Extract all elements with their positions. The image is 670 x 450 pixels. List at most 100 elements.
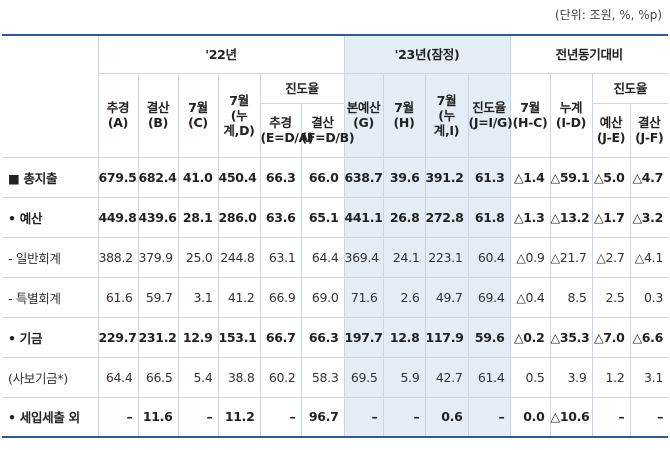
- table-cell: 12.9: [177, 316, 219, 358]
- table-cell: 59.6: [467, 316, 511, 358]
- table-cell: △3.2: [629, 196, 669, 238]
- table-cell: 8.5: [549, 276, 593, 318]
- col-c: 7월 (C): [177, 72, 219, 158]
- table-cell: △2.7: [591, 236, 631, 278]
- table-cell: 25.0: [177, 236, 219, 278]
- table-cell: △0.2: [509, 316, 551, 358]
- table-cell: 223.1: [424, 236, 469, 278]
- table-cell: 24.1: [382, 236, 426, 278]
- table-cell: 3.1: [629, 356, 669, 398]
- table-cell: 63.1: [259, 236, 302, 278]
- table-cell: 11.6: [137, 396, 179, 438]
- table-cell: 12.8: [382, 316, 426, 358]
- table-cell: △4.7: [629, 156, 669, 198]
- col-a: 추경 (A): [98, 72, 139, 158]
- table-cell: 41.2: [217, 276, 261, 318]
- col-h: 7월 (H): [382, 72, 426, 158]
- table-row: (사보기금*) 64.4 66.5 5.4 38.8 60.2 58.3 69.5 5.9 42.…: [2, 356, 669, 398]
- table-cell: 66.7: [259, 316, 302, 358]
- table-cell: 272.8: [424, 196, 469, 238]
- table-cell: 71.6: [343, 276, 384, 318]
- table-cell: 60.2: [259, 356, 302, 398]
- table-cell: 449.8: [97, 196, 139, 238]
- table-cell: –: [97, 396, 139, 438]
- table-cell: 2.5: [591, 276, 631, 318]
- table-cell: 117.9: [424, 316, 469, 358]
- table-cell: 450.4: [217, 156, 261, 198]
- col-hc: 7월 (H-C): [509, 72, 551, 158]
- table-cell: 61.6: [97, 276, 139, 318]
- table-row: - 특별회계 61.6 59.7 3.1 41.2 66.9 69.0 71.6 2.6 49.7…: [2, 276, 669, 318]
- table-cell: △0.9: [509, 236, 551, 278]
- progress-2022: 진도율: [259, 72, 345, 104]
- table-cell: △6.6: [629, 316, 669, 358]
- table-cell: 379.9: [137, 236, 179, 278]
- table-cell: 679.5: [97, 156, 139, 198]
- row-label: - 특별회계: [2, 276, 99, 318]
- table-row: - 일반회계 388.2 379.9 25.0 244.8 63.1 64.4 369.4 24…: [2, 236, 669, 278]
- table-cell: △13.2: [549, 196, 593, 238]
- row-label: • 세입세출 외: [2, 396, 99, 438]
- row-label: ■ 총지출: [2, 156, 99, 198]
- table-cell: 49.7: [424, 276, 469, 318]
- table-cell: 38.8: [217, 356, 261, 398]
- table-cell: △1.4: [509, 156, 551, 198]
- table-cell: 66.3: [259, 156, 302, 198]
- table-cell: 638.7: [343, 156, 384, 198]
- table-cell: 153.1: [217, 316, 261, 358]
- table-cell: 66.5: [137, 356, 179, 398]
- table-cell: 439.6: [137, 196, 179, 238]
- row-label: (사보기금*): [2, 356, 99, 398]
- table-cell: 2.6: [382, 276, 426, 318]
- progress-yoy: 진도율: [591, 72, 669, 104]
- table-cell: 0.3: [629, 276, 669, 318]
- table-cell: 286.0: [217, 196, 261, 238]
- table-cell: –: [467, 396, 511, 438]
- table-cell: 682.4: [137, 156, 179, 198]
- table-cell: 11.2: [217, 396, 261, 438]
- table-cell: –: [343, 396, 384, 438]
- table-body: ■ 총지출 679.5 682.4 41.0 450.4 66.3 66.0 638.7 39.…: [2, 156, 669, 438]
- table-cell: 96.7: [300, 396, 345, 438]
- table-cell: 63.6: [259, 196, 302, 238]
- table-cell: 5.4: [177, 356, 219, 398]
- table-cell: 231.2: [137, 316, 179, 358]
- table-cell: 0.6: [424, 396, 469, 438]
- table-cell: 61.4: [467, 356, 511, 398]
- table-cell: △59.1: [549, 156, 593, 198]
- budget-table: '22년 '23년(잠정) 전년동기대비 추경 (A) 결산 (B) 7월 (C…: [2, 34, 669, 438]
- table-cell: 441.1: [343, 196, 384, 238]
- table-cell: 0.5: [509, 356, 551, 398]
- table-cell: 388.2: [97, 236, 139, 278]
- table-row: • 세입세출 외 –11.6–11.2–96.7– –0.6–0.0 △10.6– –: [2, 396, 669, 438]
- table-cell: 64.4: [300, 236, 345, 278]
- table-cell: 61.8: [467, 196, 511, 238]
- col-f: 결산 (F=D/B): [300, 102, 355, 158]
- col-b: 결산 (B): [137, 72, 179, 158]
- table-cell: 28.1: [177, 196, 219, 238]
- table-cell: –: [382, 396, 426, 438]
- table-cell: 60.4: [467, 236, 511, 278]
- table-cell: △35.3: [549, 316, 593, 358]
- row-label: • 기금: [2, 316, 99, 358]
- col-e: 추경 (E=D/A): [260, 102, 314, 158]
- table-cell: 197.7: [343, 316, 384, 358]
- table-cell: 66.3: [300, 316, 345, 358]
- table-cell: △5.0: [591, 156, 631, 198]
- table-cell: 0.0: [509, 396, 551, 438]
- col-g: 본예산 (G): [343, 72, 384, 158]
- col-id: 누계 (I-D): [549, 72, 593, 158]
- col-d: 7월 (누계,D): [217, 72, 261, 158]
- table-cell: 61.3: [467, 156, 511, 198]
- table-cell: 244.8: [217, 236, 261, 278]
- table-cell: 41.0: [177, 156, 219, 198]
- table-cell: 391.2: [424, 156, 469, 198]
- table-cell: 5.9: [382, 356, 426, 398]
- table-cell: 3.1: [177, 276, 219, 318]
- table-cell: △7.0: [591, 316, 631, 358]
- header-2023: '23년(잠정): [343, 34, 511, 74]
- table-cell: △10.6: [549, 396, 593, 438]
- table-cell: –: [177, 396, 219, 438]
- table-cell: 42.7: [424, 356, 469, 398]
- table-cell: 69.4: [467, 276, 511, 318]
